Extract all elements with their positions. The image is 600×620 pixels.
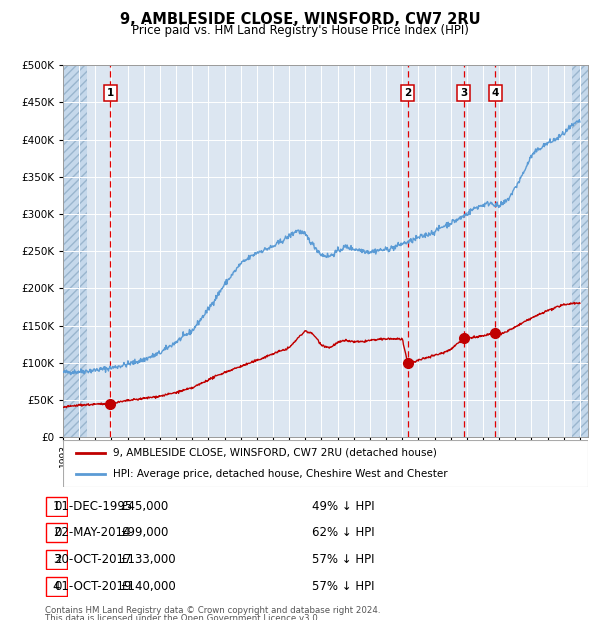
Text: This data is licensed under the Open Government Licence v3.0.: This data is licensed under the Open Gov… xyxy=(45,614,320,620)
Text: £99,000: £99,000 xyxy=(120,526,169,539)
Text: Contains HM Land Registry data © Crown copyright and database right 2024.: Contains HM Land Registry data © Crown c… xyxy=(45,606,380,616)
Text: 4: 4 xyxy=(491,89,499,99)
Text: 1: 1 xyxy=(107,89,114,99)
Text: 02-MAY-2014: 02-MAY-2014 xyxy=(54,526,131,539)
Text: 2: 2 xyxy=(404,89,411,99)
Text: 62% ↓ HPI: 62% ↓ HPI xyxy=(312,526,374,539)
Text: £133,000: £133,000 xyxy=(120,553,176,566)
Text: £140,000: £140,000 xyxy=(120,580,176,593)
Text: 01-DEC-1995: 01-DEC-1995 xyxy=(54,500,132,513)
Text: Price paid vs. HM Land Registry's House Price Index (HPI): Price paid vs. HM Land Registry's House … xyxy=(131,24,469,37)
Text: 20-OCT-2017: 20-OCT-2017 xyxy=(54,553,131,566)
Bar xyxy=(63,65,87,437)
Text: £45,000: £45,000 xyxy=(120,500,168,513)
Text: 3: 3 xyxy=(53,553,60,566)
Text: HPI: Average price, detached house, Cheshire West and Chester: HPI: Average price, detached house, Ches… xyxy=(113,469,448,479)
Text: 49% ↓ HPI: 49% ↓ HPI xyxy=(312,500,374,513)
Text: 1: 1 xyxy=(53,500,60,513)
Text: 3: 3 xyxy=(460,89,467,99)
Text: 2: 2 xyxy=(53,526,60,539)
Text: 57% ↓ HPI: 57% ↓ HPI xyxy=(312,580,374,593)
Text: 9, AMBLESIDE CLOSE, WINSFORD, CW7 2RU: 9, AMBLESIDE CLOSE, WINSFORD, CW7 2RU xyxy=(119,12,481,27)
Text: 9, AMBLESIDE CLOSE, WINSFORD, CW7 2RU (detached house): 9, AMBLESIDE CLOSE, WINSFORD, CW7 2RU (d… xyxy=(113,448,437,458)
Bar xyxy=(572,65,588,437)
Text: 4: 4 xyxy=(53,580,60,593)
Text: 57% ↓ HPI: 57% ↓ HPI xyxy=(312,553,374,566)
Text: 01-OCT-2019: 01-OCT-2019 xyxy=(54,580,131,593)
